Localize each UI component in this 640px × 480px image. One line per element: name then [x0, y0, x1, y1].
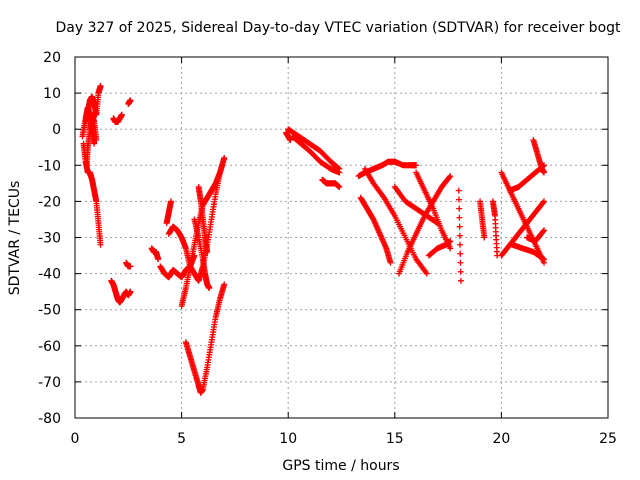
data-point: [540, 228, 547, 235]
data-point: [541, 198, 548, 205]
y-tick-label: -40: [38, 267, 61, 283]
x-tick-label: 10: [279, 431, 297, 447]
data-point: [539, 255, 546, 262]
y-tick-label: -30: [38, 231, 61, 247]
series-trace-e: [110, 111, 125, 125]
y-tick-label: -50: [38, 303, 61, 319]
series-trace-t: [319, 176, 343, 190]
data-point: [155, 256, 162, 263]
series-trace-ab: [455, 187, 464, 284]
grid-layer: [75, 57, 608, 418]
y-tick-label: 20: [43, 50, 61, 66]
data-point: [457, 259, 464, 266]
x-tick-label: 0: [71, 431, 80, 447]
x-tick-label: 15: [386, 431, 404, 447]
data-point: [423, 270, 430, 277]
data-point: [167, 198, 174, 205]
series-trace-i: [148, 245, 162, 263]
series-trace-b: [80, 140, 104, 248]
data-point: [387, 259, 394, 266]
data-point: [457, 241, 464, 248]
data-point: [447, 173, 454, 180]
y-axis-title: SDTVAR / TECUs: [7, 181, 23, 296]
data-point: [541, 227, 548, 234]
data-point: [455, 187, 462, 194]
series-trace-ad: [489, 198, 501, 259]
data-point: [93, 137, 100, 144]
y-tick-label: -10: [38, 158, 61, 174]
series-trace-s: [289, 133, 343, 176]
series-trace-ah: [509, 241, 548, 263]
series-trace-v: [357, 194, 394, 266]
series-trace-f: [125, 97, 134, 107]
series-trace-d: [83, 111, 100, 169]
y-tick-label: 0: [52, 122, 61, 138]
series-trace-g: [108, 277, 134, 306]
series-trace-y: [396, 173, 454, 277]
y-tick-label: -80: [38, 411, 61, 427]
data-point: [221, 281, 228, 288]
series-trace-ac: [477, 198, 488, 241]
data-point: [336, 183, 343, 190]
plot-frame: [74, 56, 609, 419]
data-point: [204, 248, 211, 255]
data-point: [127, 97, 134, 104]
series-trace-aa: [425, 238, 454, 259]
x-tick-label: 25: [599, 431, 617, 447]
data-point: [541, 169, 548, 176]
data-point: [481, 234, 488, 241]
data-point: [206, 285, 213, 292]
data-point: [457, 277, 464, 284]
data-point: [447, 245, 454, 252]
data-point: [447, 238, 454, 245]
series-trace-x: [391, 183, 441, 227]
data-marks: [79, 82, 548, 396]
x-tick-label: 5: [177, 431, 186, 447]
series-trace-aj: [523, 227, 548, 245]
series-trace-n: [182, 281, 228, 396]
data-point: [287, 137, 294, 144]
series-trace-c: [82, 82, 104, 125]
series-trace-o: [191, 216, 213, 292]
data-point: [127, 288, 134, 295]
data-point: [541, 256, 548, 263]
data-point: [456, 205, 463, 212]
data-point: [457, 268, 464, 275]
series-trace-af: [498, 198, 548, 259]
series-trace-r: [285, 126, 343, 172]
data-point: [446, 174, 453, 181]
data-point: [456, 232, 463, 239]
series-trace-j: [157, 252, 198, 281]
data-point: [127, 263, 134, 270]
data-point: [457, 250, 464, 257]
data-point: [456, 223, 463, 230]
series-trace-p: [195, 183, 211, 255]
data-point: [413, 162, 420, 169]
plot-title: Day 327 of 2025, Sidereal Day-to-day VTE…: [55, 20, 621, 36]
x-axis-title: GPS time / hours: [282, 458, 399, 474]
data-point: [118, 111, 125, 118]
series-trace-w: [361, 165, 430, 277]
x-tick-label: 20: [492, 431, 510, 447]
data-point: [97, 82, 104, 89]
data-point: [455, 196, 462, 203]
y-tick-label: 10: [43, 86, 61, 102]
data-point: [336, 169, 343, 176]
data-point: [540, 199, 547, 206]
series-trace-k: [163, 198, 174, 227]
y-tick-label: -60: [38, 339, 61, 355]
data-point: [221, 155, 228, 162]
series-trace-ai: [530, 137, 548, 176]
data-point: [456, 214, 463, 221]
y-tick-label: -20: [38, 194, 61, 210]
axis-ticks: 0 5 10 15 20 25 20 10 0 -10 -20 -30 -40 -50 -60 -70 -80: [38, 50, 617, 447]
data-point: [91, 140, 98, 147]
data-point: [97, 241, 104, 248]
y-tick-label: -70: [38, 375, 61, 391]
series-trace-h: [123, 259, 134, 270]
